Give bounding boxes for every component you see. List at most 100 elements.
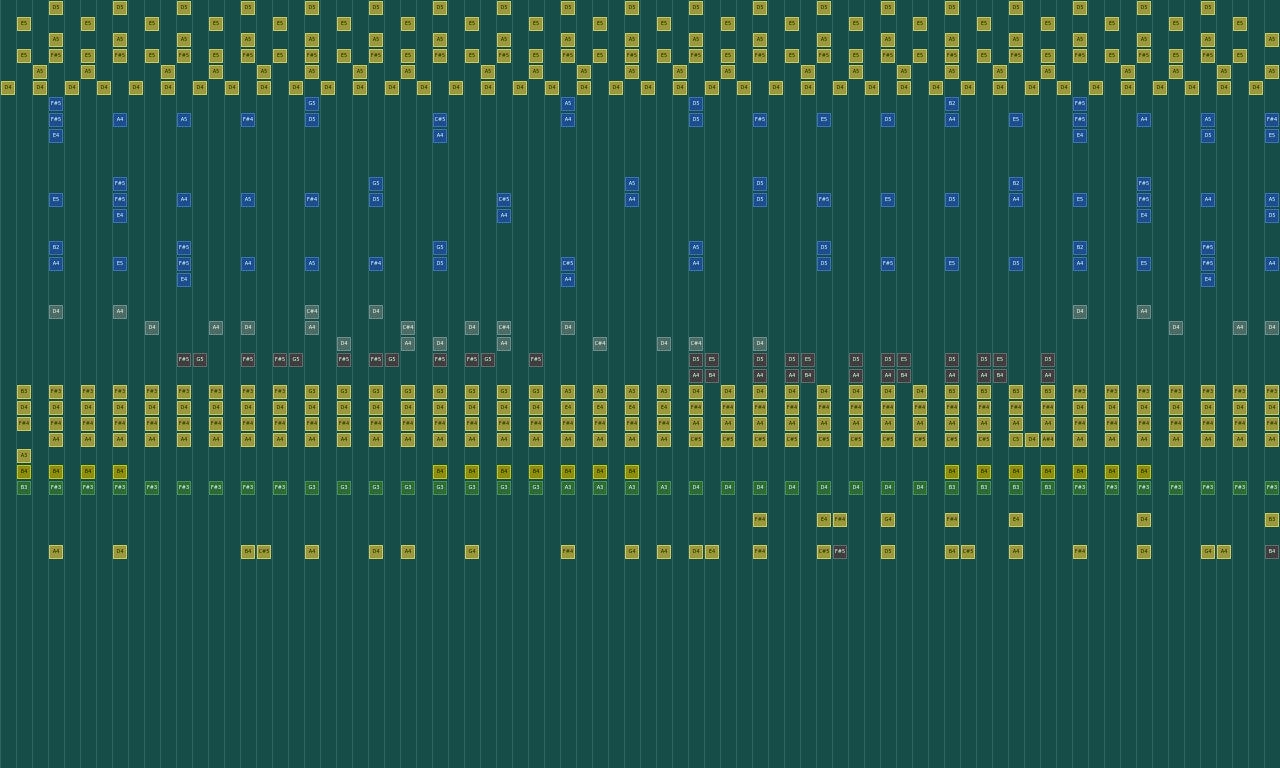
- note-block[interactable]: D5: [881, 1, 895, 15]
- note-block[interactable]: A4: [785, 369, 799, 383]
- note-block[interactable]: D5: [881, 545, 895, 559]
- note-block[interactable]: G3: [529, 385, 543, 399]
- note-block[interactable]: D4: [1249, 81, 1263, 95]
- note-block[interactable]: A5: [689, 33, 703, 47]
- note-block[interactable]: D4: [401, 401, 415, 415]
- note-block[interactable]: D5: [849, 353, 863, 367]
- note-block[interactable]: D4: [833, 81, 847, 95]
- note-block[interactable]: D4: [113, 401, 127, 415]
- note-block[interactable]: A4: [145, 433, 159, 447]
- note-block[interactable]: D4: [193, 81, 207, 95]
- note-block[interactable]: D4: [273, 401, 287, 415]
- note-block[interactable]: D4: [1025, 433, 1039, 447]
- note-block[interactable]: C#5: [721, 433, 735, 447]
- note-block[interactable]: D4: [497, 401, 511, 415]
- note-block[interactable]: B4: [465, 465, 479, 479]
- note-block[interactable]: F#3: [1265, 481, 1279, 495]
- note-block[interactable]: A5: [753, 33, 767, 47]
- note-block[interactable]: D4: [33, 81, 47, 95]
- note-block[interactable]: D4: [337, 401, 351, 415]
- note-block[interactable]: F#3: [145, 385, 159, 399]
- note-block[interactable]: A4: [49, 433, 63, 447]
- note-block[interactable]: A3: [593, 481, 607, 495]
- note-block[interactable]: D5: [1201, 129, 1215, 143]
- note-block[interactable]: B4: [561, 465, 575, 479]
- note-block[interactable]: A5: [1073, 33, 1087, 47]
- note-block[interactable]: G3: [433, 385, 447, 399]
- note-block[interactable]: F#5: [1137, 177, 1151, 191]
- note-block[interactable]: A5: [305, 65, 319, 79]
- note-block[interactable]: D4: [241, 321, 255, 335]
- note-block[interactable]: D4: [881, 481, 895, 495]
- note-block[interactable]: F#5: [113, 49, 127, 63]
- note-block[interactable]: A4: [1105, 433, 1119, 447]
- note-block[interactable]: A5: [161, 65, 175, 79]
- note-block[interactable]: A4: [1233, 433, 1247, 447]
- note-block[interactable]: A4: [209, 433, 223, 447]
- note-block[interactable]: A4: [593, 433, 607, 447]
- note-block[interactable]: B4: [1073, 465, 1087, 479]
- note-block[interactable]: F#5: [817, 193, 831, 207]
- note-block[interactable]: F#5: [1137, 193, 1151, 207]
- note-block[interactable]: A4: [1265, 257, 1279, 271]
- note-block[interactable]: D5: [241, 1, 255, 15]
- note-block[interactable]: A4: [497, 433, 511, 447]
- note-block[interactable]: F#5: [833, 545, 847, 559]
- note-block[interactable]: F#3: [1073, 481, 1087, 495]
- note-block[interactable]: F#4: [689, 401, 703, 415]
- note-block[interactable]: D4: [257, 81, 271, 95]
- note-block[interactable]: F#5: [241, 49, 255, 63]
- note-block[interactable]: F#5: [817, 49, 831, 63]
- note-block[interactable]: E5: [1105, 17, 1119, 31]
- note-block[interactable]: F#5: [561, 49, 575, 63]
- note-block[interactable]: D4: [689, 545, 703, 559]
- note-block[interactable]: D4: [1265, 321, 1279, 335]
- note-block[interactable]: F#4: [241, 113, 255, 127]
- note-block[interactable]: A5: [49, 33, 63, 47]
- note-block[interactable]: A5: [1265, 65, 1279, 79]
- note-block[interactable]: F#3: [1233, 385, 1247, 399]
- note-block[interactable]: D4: [561, 321, 575, 335]
- note-block[interactable]: F#4: [833, 513, 847, 527]
- note-block[interactable]: F#4: [977, 401, 991, 415]
- note-block[interactable]: E5: [529, 49, 543, 63]
- note-block[interactable]: E4: [817, 513, 831, 527]
- note-block[interactable]: F#3: [1233, 481, 1247, 495]
- note-block[interactable]: G3: [369, 385, 383, 399]
- note-block[interactable]: D4: [1201, 401, 1215, 415]
- note-block[interactable]: A4: [689, 417, 703, 431]
- note-block[interactable]: D4: [1265, 401, 1279, 415]
- note-block[interactable]: D5: [753, 353, 767, 367]
- note-block[interactable]: G3: [529, 481, 543, 495]
- note-block[interactable]: F#5: [337, 353, 351, 367]
- note-block[interactable]: F#3: [113, 385, 127, 399]
- note-block[interactable]: F#5: [625, 49, 639, 63]
- note-block[interactable]: B3: [17, 385, 31, 399]
- note-block[interactable]: E5: [1105, 49, 1119, 63]
- note-block[interactable]: G3: [337, 385, 351, 399]
- note-block[interactable]: A5: [1137, 33, 1151, 47]
- note-block[interactable]: E5: [721, 49, 735, 63]
- note-block[interactable]: F#4: [1073, 545, 1087, 559]
- note-block[interactable]: F#5: [273, 353, 287, 367]
- note-block[interactable]: A4: [849, 417, 863, 431]
- note-block[interactable]: C#5: [257, 545, 271, 559]
- note-block[interactable]: B4: [17, 465, 31, 479]
- note-block[interactable]: E5: [817, 113, 831, 127]
- note-block[interactable]: F#3: [1169, 481, 1183, 495]
- note-block[interactable]: G5: [193, 353, 207, 367]
- note-block[interactable]: F#5: [49, 49, 63, 63]
- note-block[interactable]: D4: [1, 81, 15, 95]
- note-block[interactable]: G5: [433, 241, 447, 255]
- note-block[interactable]: E5: [273, 17, 287, 31]
- note-block[interactable]: D5: [369, 1, 383, 15]
- note-block[interactable]: F#4: [497, 417, 511, 431]
- note-block[interactable]: C#5: [817, 433, 831, 447]
- note-block[interactable]: G4: [625, 545, 639, 559]
- note-block[interactable]: A4: [625, 193, 639, 207]
- note-block[interactable]: A4: [1009, 417, 1023, 431]
- note-block[interactable]: A4: [721, 417, 735, 431]
- note-block[interactable]: A3: [593, 385, 607, 399]
- note-block[interactable]: E5: [1041, 49, 1055, 63]
- note-block[interactable]: A4: [209, 321, 223, 335]
